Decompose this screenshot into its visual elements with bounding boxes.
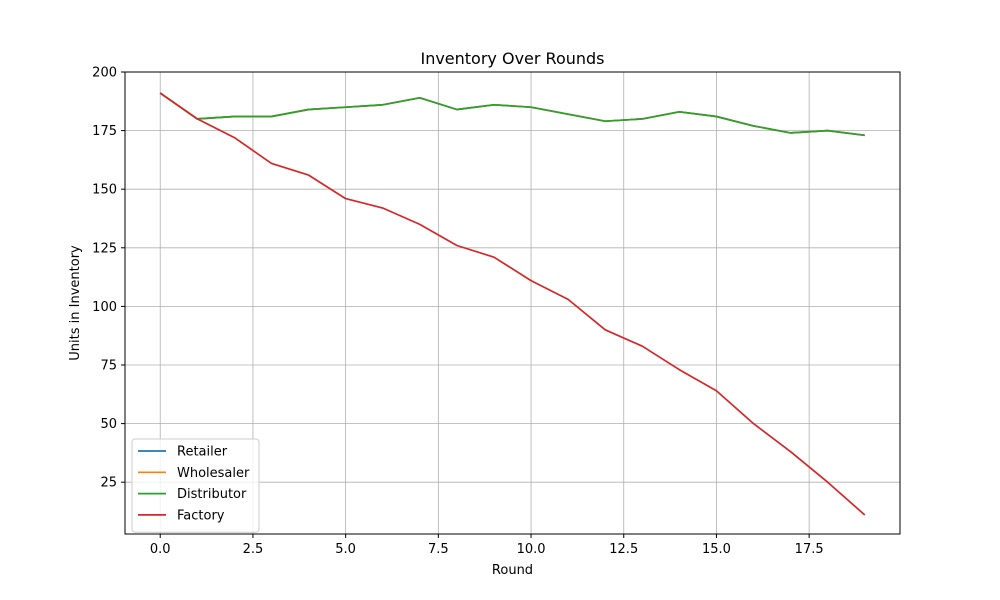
x-tick-label: 5.0 (335, 542, 356, 557)
series-line-distributor (159, 92, 865, 137)
y-tick-label: 75 (100, 358, 117, 373)
legend-label-distributor: Distributor (177, 487, 247, 502)
x-tick-label: 0.0 (150, 542, 171, 557)
x-tick-label: 17.5 (795, 542, 824, 557)
y-tick-label: 125 (92, 241, 117, 256)
x-axis-title: Round (492, 563, 533, 578)
x-axis: 0.0 2.5 5.0 7.5 10.0 12.5 15.0 17.5 (150, 534, 824, 557)
x-tick-label: 7.5 (428, 542, 449, 557)
series-lines (159, 92, 866, 516)
x-tick-label: 2.5 (243, 542, 264, 557)
y-tick-label: 150 (92, 183, 117, 198)
x-tick-label: 10.0 (517, 542, 546, 557)
y-tick-label: 25 (100, 476, 117, 491)
y-tick-label: 50 (100, 417, 117, 432)
x-tick-label: 12.5 (609, 542, 638, 557)
legend-label-retailer: Retailer (177, 445, 228, 460)
legend: Retailer Wholesaler Distributor Factory (131, 438, 260, 533)
y-axis-title: Units in Inventory (68, 245, 83, 361)
x-tick-label: 15.0 (702, 542, 731, 557)
series-line-factory (159, 92, 866, 516)
legend-label-wholesaler: Wholesaler (177, 466, 250, 481)
legend-label-factory: Factory (177, 508, 225, 523)
chart-title: Inventory Over Rounds (420, 49, 604, 68)
legend-box (131, 438, 260, 533)
plot-frame (124, 71, 901, 535)
y-tick-label: 175 (92, 124, 117, 139)
y-tick-label: 200 (92, 66, 117, 81)
y-tick-label: 100 (92, 300, 117, 315)
y-axis: 25 50 75 100 125 150 175 200 (92, 66, 125, 491)
